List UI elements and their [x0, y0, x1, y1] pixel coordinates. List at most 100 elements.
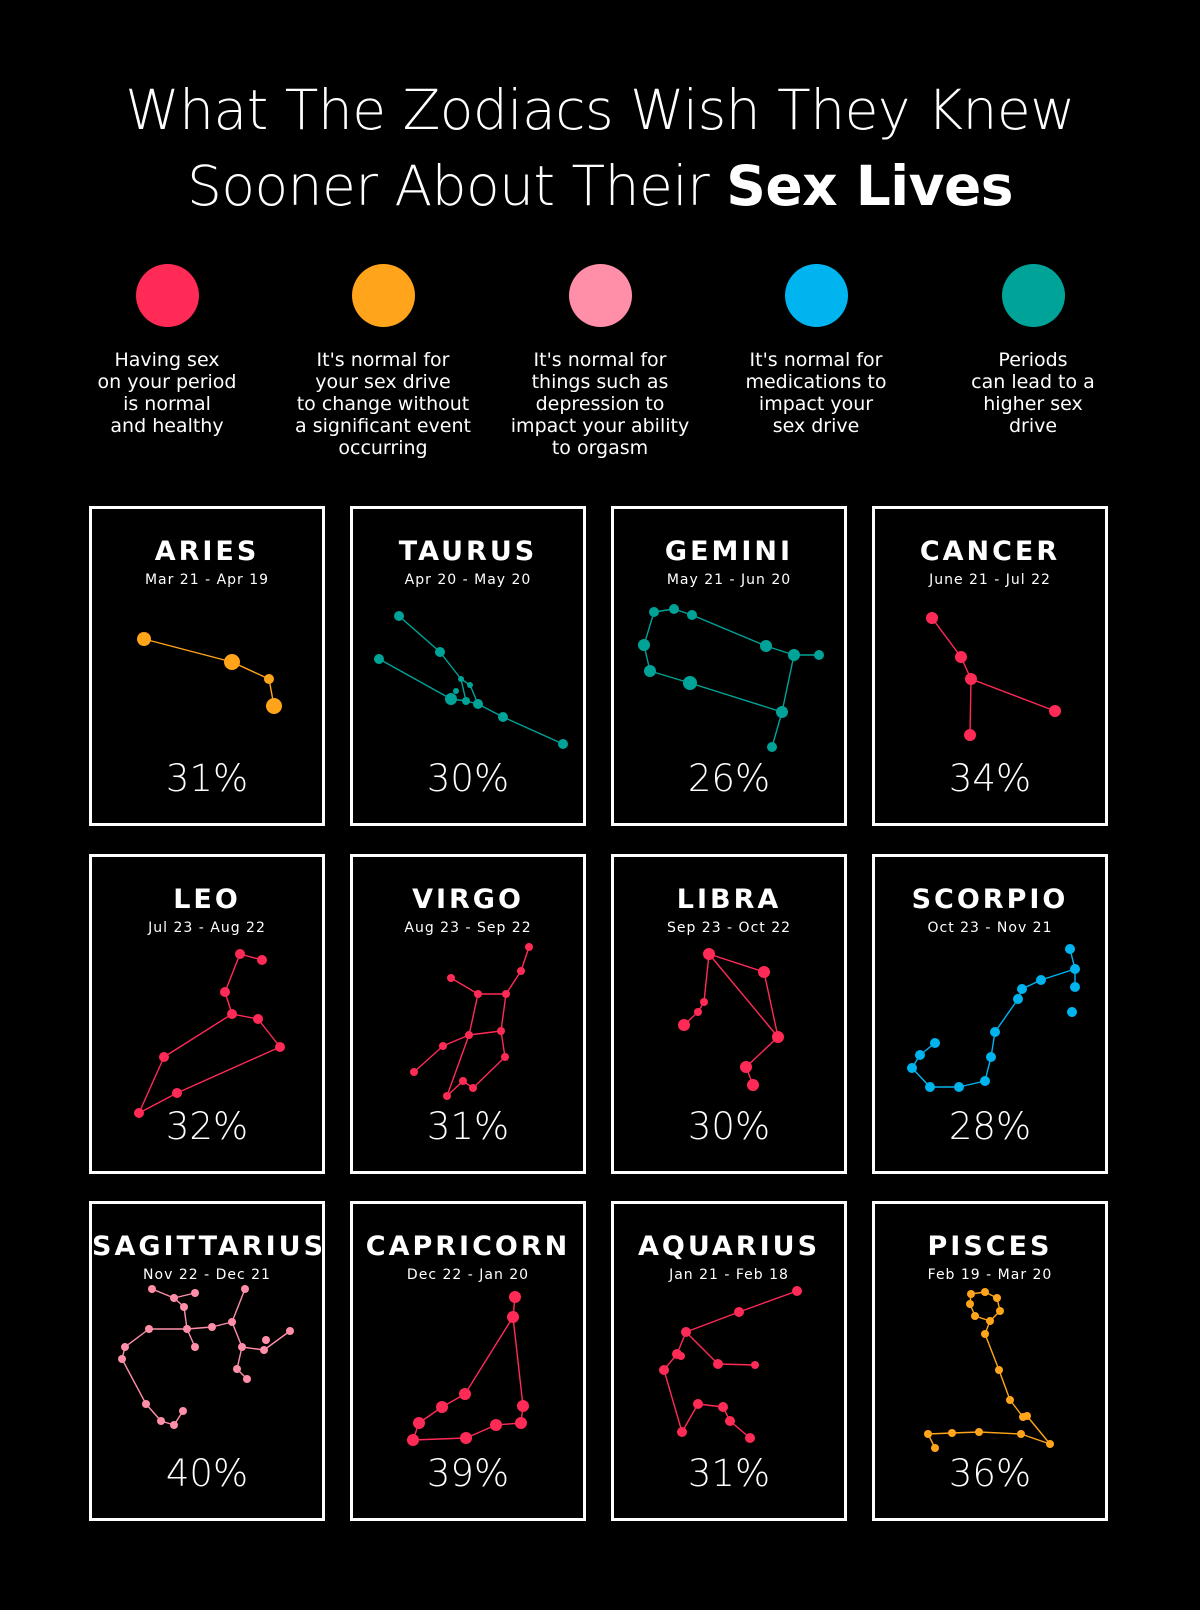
constellation-star — [1070, 964, 1080, 974]
constellation-star — [137, 632, 151, 646]
title-line-1: What The Zodiacs Wish They Knew — [125, 78, 1075, 142]
constellation-star — [926, 612, 938, 624]
constellation-star — [134, 1108, 144, 1118]
constellation-line — [927, 1432, 953, 1435]
constellation-star — [436, 1401, 448, 1413]
constellation-star — [469, 1084, 477, 1092]
constellation-line — [978, 1431, 1022, 1435]
constellation-star — [159, 1052, 169, 1062]
constellation-star — [257, 955, 267, 965]
constellation-star — [191, 1289, 199, 1297]
constellation-line — [500, 993, 507, 1032]
constellation-star — [191, 1343, 199, 1351]
constellation-star — [180, 1303, 188, 1311]
legend-dot — [135, 264, 199, 327]
legend-item-1: Having sex on your period is normal and … — [62, 264, 272, 437]
title-line-2-bold: Sex Lives — [726, 154, 1014, 218]
constellation-star — [179, 1407, 187, 1415]
constellation-star — [980, 1076, 990, 1086]
constellation-star — [925, 1082, 935, 1092]
constellation-line — [994, 998, 1019, 1033]
constellation-star — [253, 1014, 263, 1024]
constellation-star — [1067, 1007, 1077, 1017]
constellation-star — [172, 1088, 182, 1098]
constellation-star — [975, 1428, 983, 1436]
constellation-star — [1049, 705, 1061, 717]
constellation-line — [691, 614, 767, 647]
constellation-star — [644, 665, 656, 677]
constellation-star — [266, 698, 282, 714]
constellation-star — [745, 1433, 755, 1443]
constellation-star — [170, 1294, 178, 1302]
constellation-star — [993, 1294, 1001, 1302]
constellation-line — [439, 651, 462, 680]
constellation-star — [121, 1343, 129, 1351]
constellation-star — [703, 948, 715, 960]
constellation-star — [694, 1008, 702, 1016]
constellation-star — [467, 682, 473, 688]
legend-item-3: It's normal for things such as depressio… — [495, 264, 705, 459]
sign-name: ARIES — [154, 536, 260, 567]
sign-name: VIRGO — [412, 884, 524, 915]
constellation-star — [142, 1400, 150, 1408]
constellation-star — [233, 1365, 241, 1373]
constellation-star — [669, 604, 679, 614]
constellation-aquarius — [659, 1286, 802, 1443]
constellation-star — [208, 1323, 216, 1331]
constellation-line — [708, 953, 765, 973]
constellation-line — [413, 1045, 444, 1073]
constellation-taurus — [374, 611, 568, 749]
zodiac-card-leo: LEO Jul 23 - Aug 22 32% — [89, 854, 325, 1174]
constellation-star — [1023, 1412, 1031, 1420]
constellation-line — [138, 1056, 165, 1114]
constellation-star — [954, 1082, 964, 1092]
constellation-star — [447, 974, 455, 982]
zodiac-card-capricorn: CAPRICORN Dec 22 - Jan 20 39% — [350, 1201, 586, 1521]
constellation-line — [1026, 1415, 1051, 1445]
constellation-star — [659, 1365, 669, 1375]
constellation-star — [683, 676, 697, 690]
constellation-star — [558, 739, 568, 749]
constellation-line — [970, 678, 1056, 712]
sign-name: GEMINI — [664, 536, 794, 567]
constellation-star — [497, 1027, 505, 1035]
constellation-line — [231, 1288, 246, 1323]
constellation-star — [145, 1325, 153, 1333]
constellation-line — [263, 1330, 291, 1351]
constellation-line — [1020, 1433, 1051, 1445]
constellation-star — [157, 1417, 165, 1425]
constellation-line — [512, 1316, 524, 1407]
constellation-star — [915, 1050, 925, 1060]
constellation-star — [515, 1417, 527, 1429]
legend-text: It's normal for things such as depressio… — [510, 349, 690, 459]
constellation-line — [951, 1431, 980, 1434]
constellation-virgo — [410, 943, 533, 1100]
constellation-line — [446, 1034, 470, 1097]
constellation-star — [907, 1063, 917, 1073]
constellation-line — [931, 617, 962, 658]
sign-name: CAPRICORN — [365, 1231, 571, 1262]
zodiac-card-pisces: PISCES Feb 19 - Mar 20 36% — [872, 1201, 1108, 1521]
legend-dot — [568, 264, 632, 327]
constellation-star — [931, 1444, 939, 1452]
sign-percent: 36% — [948, 1452, 1032, 1495]
sign-dates: May 21 - Jun 20 — [666, 572, 792, 588]
constellation-star — [394, 611, 404, 621]
constellation-star — [758, 966, 770, 978]
constellation-star — [260, 1346, 268, 1354]
constellation-line — [121, 1358, 147, 1405]
constellation-line — [663, 1369, 683, 1433]
legend-item-4: It's normal for medications to impact yo… — [711, 264, 921, 437]
constellation-star — [465, 1031, 473, 1039]
constellation-line — [412, 1437, 467, 1441]
constellation-star — [700, 998, 708, 1006]
sign-percent: 31% — [687, 1452, 771, 1495]
constellation-line — [998, 1369, 1011, 1401]
constellation-star — [681, 1327, 691, 1337]
constellation-star — [981, 1330, 989, 1338]
sign-dates: Jan 21 - Feb 18 — [669, 1267, 789, 1283]
sign-dates: Aug 23 - Sep 22 — [404, 920, 532, 936]
sign-percent: 28% — [948, 1105, 1032, 1148]
legend-text: Periods can lead to a higher sex drive — [971, 349, 1095, 437]
constellation-line — [442, 1034, 470, 1047]
